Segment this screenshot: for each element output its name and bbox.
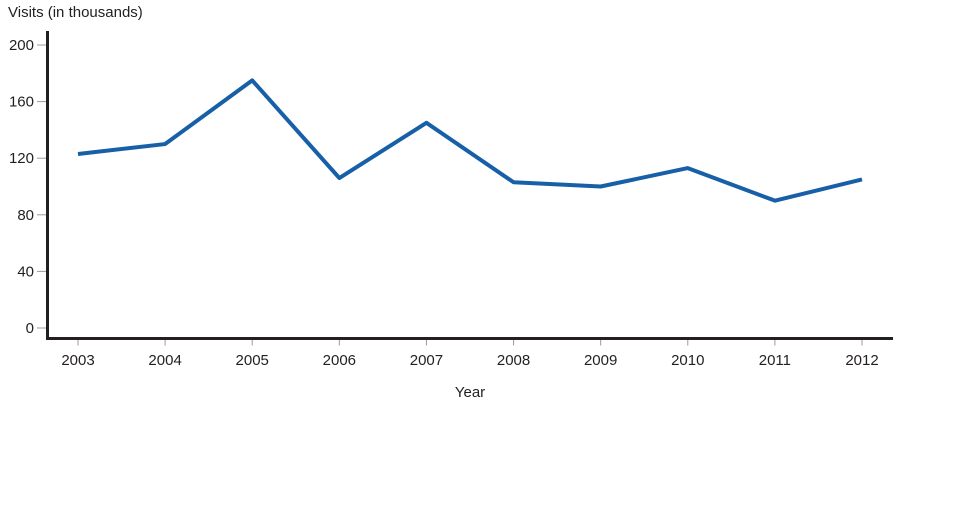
x-tick-label: 2011 <box>759 352 791 369</box>
x-tick-label: 2006 <box>323 352 356 369</box>
y-tick-label: 200 <box>9 37 34 54</box>
x-axis-title: Year <box>455 384 485 401</box>
y-tick-label: 0 <box>26 320 34 337</box>
x-tick-label: 2007 <box>410 352 443 369</box>
x-tick-label: 2008 <box>497 352 530 369</box>
x-tick-label: 2004 <box>148 352 181 369</box>
axes: 0 40 80 120 160 200 2003 2004 2005 2006 2007 2008 20… <box>9 31 893 369</box>
y-tick-label: 40 <box>17 263 34 280</box>
visits-line-series <box>77 78 863 203</box>
x-tick-label: 2009 <box>584 352 617 369</box>
y-tick-label: 160 <box>9 94 34 111</box>
y-tick-label: 120 <box>9 150 34 167</box>
x-tick-label: 2010 <box>671 352 704 369</box>
data-line <box>77 78 863 203</box>
x-tick-label: 2012 <box>845 352 878 369</box>
x-tick-label: 2003 <box>61 352 94 369</box>
y-tick-label: 80 <box>17 207 34 224</box>
x-tick-label: 2005 <box>236 352 269 369</box>
y-axis-title: Visits (in thousands) <box>8 4 143 21</box>
